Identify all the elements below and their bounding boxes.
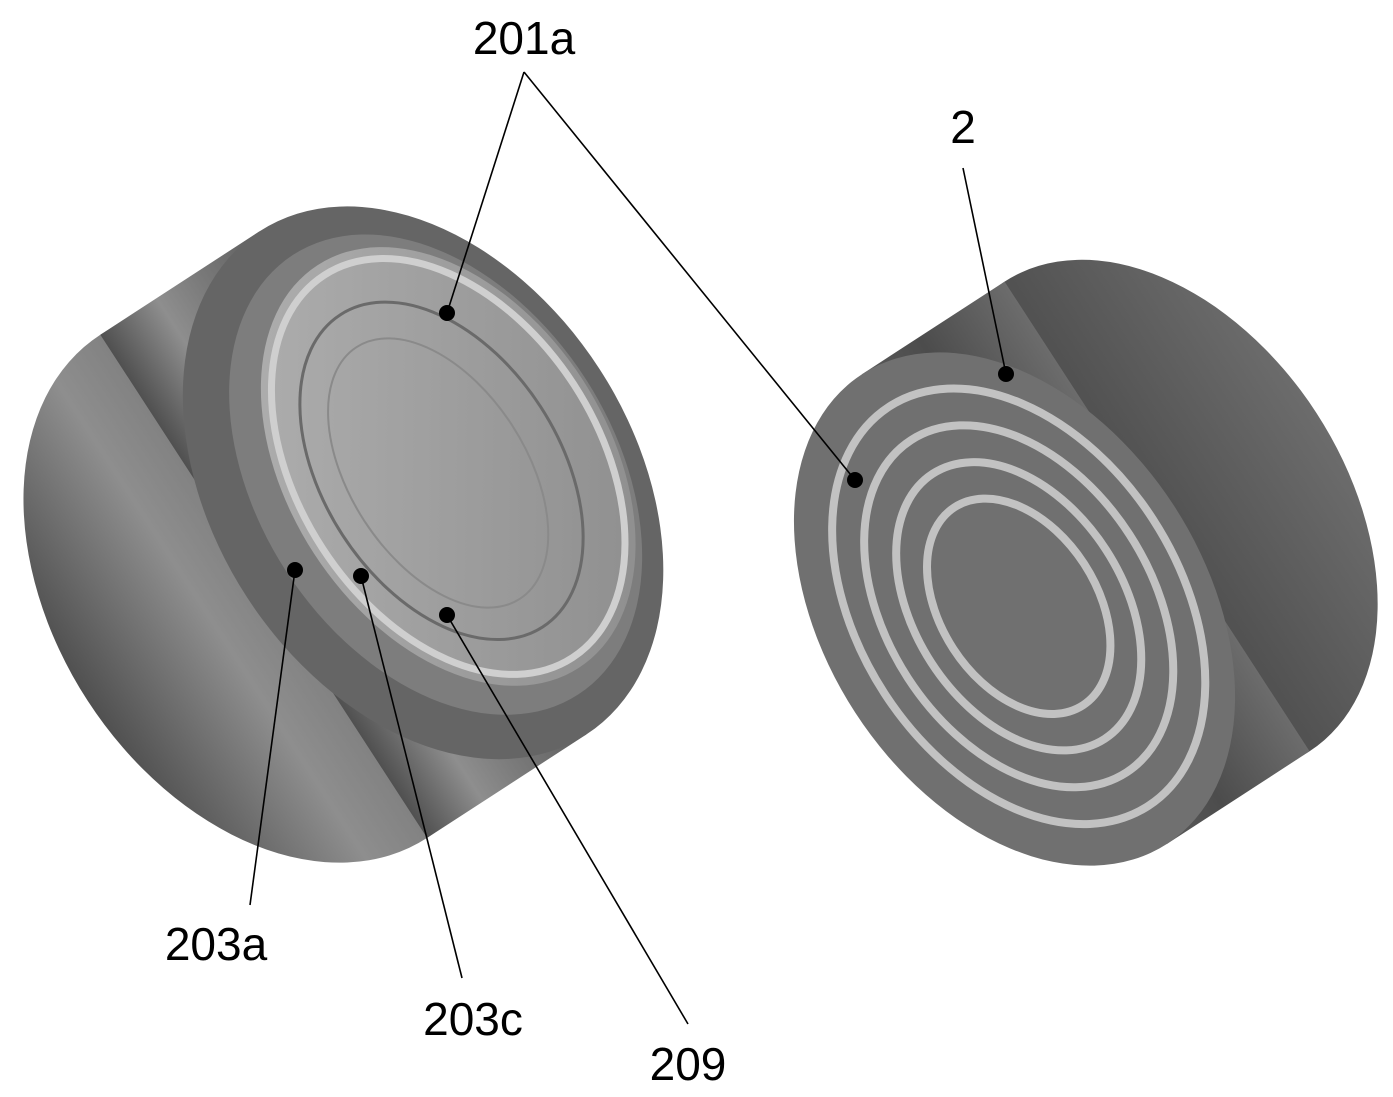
ring-component: [23, 206, 664, 863]
indicator-dots: [287, 305, 1014, 623]
disk-component: [793, 259, 1378, 866]
leader-lines: [249, 71, 1007, 1025]
label-203a: 203a: [165, 918, 268, 970]
label-2: 2: [950, 101, 976, 153]
groove-inner: [327, 337, 550, 609]
groove-203c: [298, 300, 585, 642]
spiral-track-209: [267, 255, 629, 678]
spiral-coil: [828, 384, 1210, 829]
label-201a: 201a: [473, 12, 576, 64]
label-209: 209: [650, 1038, 727, 1090]
label-203c: 203c: [423, 993, 523, 1045]
